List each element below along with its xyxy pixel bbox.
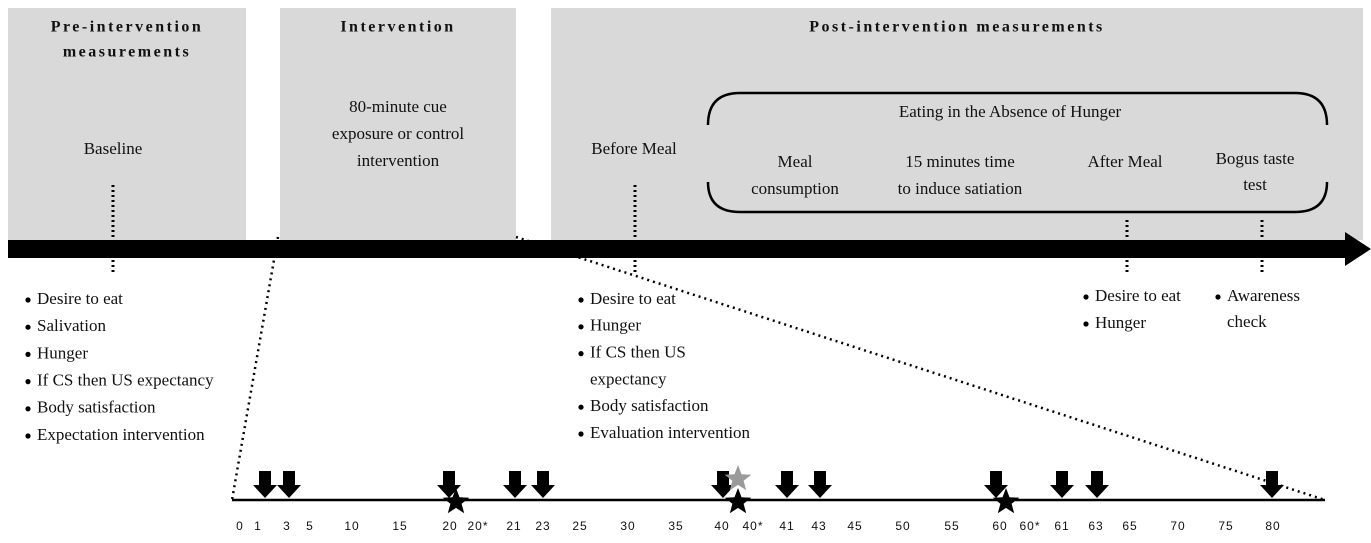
cue-arrow <box>984 471 1008 498</box>
tick-label: 23 <box>535 519 550 533</box>
tick-label: 21 <box>506 519 521 533</box>
bullet <box>1215 294 1221 300</box>
tick-label: 80 <box>1265 519 1280 533</box>
bullet <box>25 433 31 439</box>
label: Before Meal <box>591 139 677 158</box>
list-item: Body satisfaction <box>37 398 156 417</box>
cue-arrow <box>808 471 832 498</box>
label: Meal <box>778 152 813 171</box>
label: exposure or control <box>332 124 464 143</box>
list-item: Evaluation intervention <box>590 423 751 442</box>
tick-label: 63 <box>1088 519 1103 533</box>
cue-arrow <box>1260 471 1284 498</box>
tick-label: 45 <box>847 519 862 533</box>
tick-label: 25 <box>572 519 587 533</box>
zoom-lines <box>230 235 1326 502</box>
bullet <box>25 406 31 412</box>
cue-arrow <box>253 471 277 498</box>
list-item: Hunger <box>590 316 641 335</box>
main-timeline-arrow <box>8 232 1371 266</box>
tick-label: 61 <box>1054 519 1069 533</box>
star <box>724 465 752 491</box>
star <box>724 488 752 514</box>
dotted-markers <box>111 185 1264 275</box>
list-item: If CS then US expectancy <box>37 371 214 390</box>
bullet <box>25 351 31 357</box>
list-item: expectancy <box>590 369 667 388</box>
bullet <box>578 351 584 357</box>
list-item: Desire to eat <box>37 289 123 308</box>
phase-box <box>8 8 246 240</box>
tick-label: 75 <box>1218 519 1233 533</box>
tick-label: 3 <box>283 519 291 533</box>
list-item: Expectation intervention <box>37 425 205 444</box>
list-item: Salivation <box>37 316 106 335</box>
tick-label: 15 <box>392 519 407 533</box>
tick-label: 41 <box>779 519 794 533</box>
star <box>992 488 1020 514</box>
bracket <box>706 91 1329 126</box>
tick-label: 55 <box>944 519 959 533</box>
label: intervention <box>357 151 440 170</box>
list-item: Desire to eat <box>590 289 676 308</box>
label: test <box>1243 175 1267 194</box>
label: to induce satiation <box>898 179 1023 198</box>
star <box>442 488 470 514</box>
bullet <box>578 324 584 330</box>
list-item: check <box>1227 312 1267 331</box>
tick-label: 1 <box>254 519 262 533</box>
cue-arrow <box>277 471 301 498</box>
phase-title: Post-intervention measurements <box>809 19 1105 36</box>
tick-label: 70 <box>1170 519 1185 533</box>
tick-label: 60 <box>992 519 1007 533</box>
cue-arrow <box>775 471 799 498</box>
bullet <box>1083 294 1089 300</box>
tick-label: 60* <box>1019 519 1040 533</box>
bullet <box>578 297 584 303</box>
list-item: Hunger <box>1095 313 1146 332</box>
tick-label: 20* <box>467 519 488 533</box>
phase-box <box>551 8 1363 240</box>
list-item: Desire to eat <box>1095 286 1181 305</box>
cue-arrow <box>1085 471 1109 498</box>
label: Baseline <box>84 139 143 158</box>
label: 15 minutes time <box>905 152 1015 171</box>
bullet <box>578 431 584 437</box>
label: Eating in the Absence of Hunger <box>899 102 1122 121</box>
bullet <box>578 404 584 410</box>
bullet <box>25 379 31 385</box>
cue-arrow <box>531 471 555 498</box>
bracket <box>706 181 1329 214</box>
tick-label: 43 <box>811 519 826 533</box>
phase-title: measurements <box>63 44 191 61</box>
tick-label: 65 <box>1122 519 1137 533</box>
tick-label: 5 <box>306 519 314 533</box>
list-item: Awareness <box>1227 286 1300 305</box>
label: 80-minute cue <box>349 97 447 116</box>
bullet <box>25 324 31 330</box>
tick-label: 40 <box>714 519 729 533</box>
tick-label: 50 <box>895 519 910 533</box>
list-item: If CS then US <box>590 343 686 362</box>
tick-label: 10 <box>344 519 359 533</box>
cue-arrow <box>503 471 527 498</box>
tick-label: 0 <box>236 519 244 533</box>
list-item: Body satisfaction <box>590 396 709 415</box>
bullet <box>25 297 31 303</box>
tick-label: 40* <box>742 519 763 533</box>
label: After Meal <box>1087 152 1162 171</box>
tick-label: 35 <box>668 519 683 533</box>
bullet <box>1083 321 1089 327</box>
cue-arrow <box>1050 471 1074 498</box>
label: Bogus taste <box>1216 149 1295 168</box>
phase-title: Pre-intervention <box>51 19 204 36</box>
tick-label: 20 <box>442 519 457 533</box>
phase-title: Intervention <box>340 19 455 36</box>
list-item: Hunger <box>37 343 88 362</box>
tick-label: 30 <box>620 519 635 533</box>
label: consumption <box>751 179 839 198</box>
phase-box <box>280 8 516 240</box>
